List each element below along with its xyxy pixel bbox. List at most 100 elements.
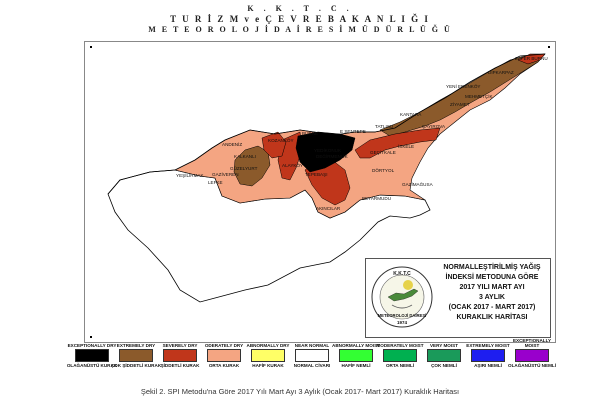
legend-item: EXCEPTIONALLY MOIST OLAĞANÜSTÜ NEMLİ bbox=[508, 336, 556, 382]
map-title-line: (OCAK 2017 - MART 2017) bbox=[448, 304, 536, 311]
logo-top-text: K.K.T.C bbox=[393, 271, 411, 277]
map-title-line: KURAKLIK HARİTASI bbox=[456, 314, 528, 321]
region-extremely-dry-west bbox=[233, 145, 271, 187]
header-line-1: K . K . T . C . bbox=[247, 4, 353, 13]
legend-swatch bbox=[295, 349, 329, 362]
logo-year: 1974 bbox=[397, 320, 408, 325]
place-label: İSKELE bbox=[398, 144, 415, 149]
legend-label-tr: HAFİF NEMLİ bbox=[341, 363, 371, 368]
place-label: TATLISU bbox=[375, 124, 394, 129]
legend-item: EXCEPTIONALLY DRY OLAĞANÜSTÜ KURAK bbox=[67, 336, 117, 382]
island-north-outline bbox=[107, 53, 546, 195]
region-exceptionally-dry bbox=[295, 131, 356, 173]
legend-label-tr: AŞIRI NEMLİ bbox=[474, 363, 502, 368]
meteorology-logo: K.K.T.C METEOROLOJİ DAİRESİ 1974 bbox=[371, 266, 433, 328]
place-label: E SENTEPE bbox=[340, 129, 366, 134]
place-label: ÇAYIROVA bbox=[422, 124, 446, 129]
place-label: AKINCILAR bbox=[316, 206, 341, 211]
logo-bottom-text: METEOROLOJİ DAİRESİ bbox=[378, 313, 427, 318]
place-label: GAZİVEREN bbox=[212, 172, 239, 177]
legend-label-tr: ORTA KURAK bbox=[208, 363, 240, 368]
place-label: DEĞİRMENLİK bbox=[316, 154, 348, 159]
legend-swatch bbox=[119, 349, 153, 362]
legend-label-en: ABNORMALLY DRY bbox=[246, 343, 290, 348]
place-label: BURNE bbox=[302, 131, 319, 136]
place-label: KOZANKÖY bbox=[268, 138, 294, 143]
legend-swatch bbox=[207, 349, 241, 362]
corner-marker bbox=[548, 46, 550, 48]
place-label: YENİ ERENKÖY bbox=[446, 84, 481, 89]
legend-label-en: EXTREMELY MOIST bbox=[466, 343, 510, 348]
legend-label-en: NEAR NORMAL bbox=[294, 343, 330, 348]
place-label: MEHMETÇİK bbox=[465, 94, 493, 99]
map-info-box: K.K.T.C METEOROLOJİ DAİRESİ 1974 NORMALL… bbox=[365, 258, 551, 338]
legend-label-tr: ŞİDDETLİ KURAK bbox=[160, 363, 200, 368]
place-label: KANTARA bbox=[400, 112, 422, 117]
legend-swatch bbox=[75, 349, 109, 362]
place-label: GAZİMAĞUSA bbox=[402, 182, 433, 187]
legend-item: ODERATELY DRY ORTA KURAK bbox=[202, 336, 246, 382]
place-label: ZİYAMET bbox=[450, 102, 470, 107]
legend-label-tr: NORMAL CİVARI bbox=[293, 363, 331, 368]
legend-label-tr: OLAĞANÜSTÜ NEMLİ bbox=[508, 363, 556, 368]
place-label: LEFKE bbox=[208, 180, 223, 185]
corner-marker bbox=[90, 336, 92, 338]
legend-label-tr: ÇOK ŞİDDETLİ KURAK bbox=[110, 363, 162, 368]
legend-swatch bbox=[427, 349, 461, 362]
place-label: ALAYKÖY bbox=[282, 163, 304, 168]
legend-label-en: ODERATELY DRY bbox=[204, 343, 244, 348]
legend-item: ABNORMALLY MOIST HAFİF NEMLİ bbox=[332, 336, 380, 382]
place-label: YEDİKONUK bbox=[314, 148, 342, 153]
header-line-3: M E T E O R O L O J İ D A İ R E S İ M Ü … bbox=[148, 25, 452, 34]
place-label: ZAFER BURNU bbox=[515, 56, 548, 61]
header-line-2: T U R İ Z M v e Ç E V R E B A K A N L I … bbox=[170, 14, 430, 24]
legend-item: SEVERELY DRY ŞİDDETLİ KURAK bbox=[158, 336, 202, 382]
map-title-line: İNDEKSİ METODUNA GÖRE bbox=[445, 274, 539, 281]
legend-item: NEAR NORMAL NORMAL CİVARI bbox=[290, 336, 334, 382]
place-label: TEPEBAŞI bbox=[305, 172, 328, 177]
region-extremely-dry-east bbox=[379, 53, 546, 137]
legend-label-en: SEVERELY DRY bbox=[162, 343, 198, 348]
map-title-line: 2017 YILI MART AYI bbox=[459, 284, 525, 291]
legend-label-en: EXTREMELY DRY bbox=[116, 343, 156, 348]
place-label: DÖRTYOL bbox=[372, 168, 395, 173]
legend-label-en: VERY MOIST bbox=[429, 343, 459, 348]
map-title-line: 3 AYLIK bbox=[479, 294, 505, 301]
legend-swatch bbox=[471, 349, 505, 362]
legend-swatch bbox=[163, 349, 197, 362]
legend-label-en: MODERATELY MOIST bbox=[376, 343, 424, 348]
legend-item: ABNORMALLY DRY HAFİF KURAK bbox=[246, 336, 290, 382]
legend-item: EXTREMELY DRY ÇOK ŞİDDETLİ KURAK bbox=[111, 336, 161, 382]
corner-marker bbox=[90, 46, 92, 48]
place-label: GEÇİTKALE bbox=[370, 150, 396, 155]
legend-label-tr: OLAĞANÜSTÜ KURAK bbox=[66, 363, 118, 368]
place-label: KALKANLI bbox=[234, 154, 256, 159]
legend-label-tr: ORTA NEMLİ bbox=[385, 363, 415, 368]
legend-swatch bbox=[383, 349, 417, 362]
legend-swatch bbox=[339, 349, 373, 362]
legend-swatch bbox=[251, 349, 285, 362]
legend-item: EXTREMELY MOIST AŞIRI NEMLİ bbox=[466, 336, 510, 382]
place-label: GÜZELYURT bbox=[230, 166, 258, 171]
legend-label-en: EXCEPTIONALLY DRY bbox=[67, 343, 117, 348]
legend-label-tr: ÇOK NEMLİ bbox=[431, 363, 457, 368]
legend-label-en: EXCEPTIONALLY MOIST bbox=[512, 338, 552, 348]
place-label: ANDENİZ bbox=[222, 142, 243, 147]
region-severely-dry-west bbox=[261, 131, 287, 159]
figure-caption: Şekil 2. SPI Metodu'na Göre 2017 Yılı Ma… bbox=[140, 387, 460, 396]
legend-swatch bbox=[515, 349, 549, 362]
place-label: BEYARMUDU bbox=[362, 196, 392, 201]
drought-legend: EXCEPTIONALLY DRY OLAĞANÜSTÜ KURAK EXTRE… bbox=[67, 336, 565, 382]
map-title: NORMALLEŞTİRİLMİŞ YAĞIŞ İNDEKSİ METODUNA… bbox=[434, 263, 550, 323]
legend-item: VERY MOIST ÇOK NEMLİ bbox=[422, 336, 466, 382]
place-label: YEŞİLIRMAK bbox=[176, 173, 204, 178]
region-severely-dry-east bbox=[354, 127, 441, 159]
map-title-line: NORMALLEŞTİRİLMİŞ YAĞIŞ bbox=[443, 264, 541, 271]
legend-label-en: ABNORMALLY MOIST bbox=[332, 343, 380, 348]
map-header: K . K . T . C . T U R İ Z M v e Ç E V R … bbox=[0, 4, 600, 35]
place-label: DİPKARPAZ bbox=[488, 70, 514, 75]
legend-label-tr: HAFİF KURAK bbox=[252, 363, 284, 368]
map-frame bbox=[84, 41, 556, 343]
legend-item: MODERATELY MOIST ORTA NEMLİ bbox=[376, 336, 423, 382]
